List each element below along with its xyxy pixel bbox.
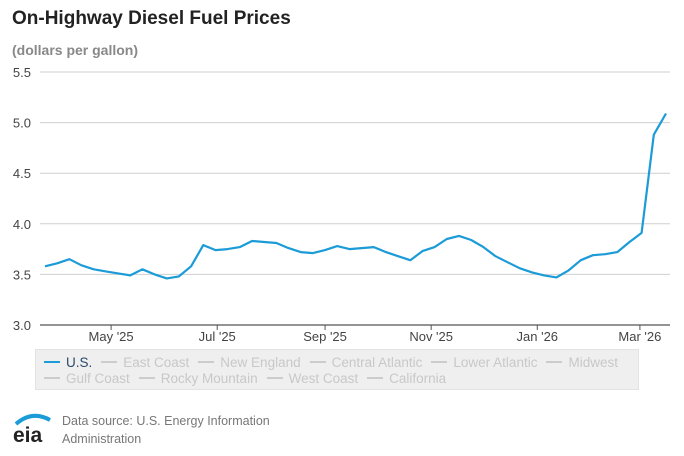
y-tick-label: 4.0 <box>13 217 31 232</box>
legend-item-gulf-coast[interactable]: Gulf Coast <box>44 370 130 386</box>
legend-label: Lower Atlantic <box>453 354 538 370</box>
line-chart: 3.0 3.5 4.0 4.5 5.0 5.5 May '25 Jul '25 Sep '25… <box>13 65 670 344</box>
legend-label: Gulf Coast <box>66 370 130 386</box>
y-tick-label: 3.5 <box>13 267 31 282</box>
legend-item-west-coast[interactable]: West Coast <box>266 370 359 386</box>
legend-item-new-england[interactable]: New England <box>198 354 301 370</box>
x-tick-label: Sep '25 <box>303 329 347 344</box>
data-source-text-continued: Administration <box>62 432 142 446</box>
legend-label: California <box>389 370 447 386</box>
legend-swatch <box>44 376 60 380</box>
legend-item-u-s[interactable]: U.S. <box>44 354 92 370</box>
legend-label: Rocky Mountain <box>160 370 258 386</box>
legend-label: New England <box>220 354 301 370</box>
legend-swatch <box>101 360 118 364</box>
x-tick-label: May '25 <box>89 329 134 344</box>
y-tick-label: 5.5 <box>13 65 31 80</box>
legend-swatch <box>198 360 215 364</box>
y-tick-label: 3.0 <box>13 318 31 333</box>
x-tick-label: Jul '25 <box>199 329 236 344</box>
legend-item-rocky-mountain[interactable]: Rocky Mountain <box>138 370 258 386</box>
data-source-text: Data source: U.S. Energy Information <box>62 414 270 428</box>
legend-swatch <box>309 360 326 364</box>
legend-swatch <box>367 376 384 380</box>
legend-item-midwest[interactable]: Midwest <box>546 354 618 370</box>
x-tick-label: Jan '26 <box>517 329 559 344</box>
legend-label: West Coast <box>288 370 359 386</box>
legend-item-california[interactable]: California <box>367 370 446 386</box>
legend-label: Midwest <box>568 354 618 370</box>
legend-item-central-atlantic[interactable]: Central Atlantic <box>309 354 423 370</box>
legend-swatch <box>431 360 448 364</box>
legend-item-lower-atlantic[interactable]: Lower Atlantic <box>431 354 537 370</box>
y-tick-label: 5.0 <box>13 116 31 131</box>
chart-subtitle: (dollars per gallon) <box>12 42 139 58</box>
chart-title: On-Highway Diesel Fuel Prices <box>12 8 291 29</box>
series-line-us <box>44 112 667 280</box>
legend-label: Central Atlantic <box>331 354 423 370</box>
legend-swatch <box>546 360 563 364</box>
legend: U.S. East Coast New England Central Atlanti… <box>35 349 639 390</box>
legend-label: U.S. <box>66 354 93 370</box>
svg-text:eia: eia <box>13 424 43 446</box>
legend-swatch <box>44 360 60 364</box>
x-tick-label: Mar '26 <box>618 329 661 344</box>
legend-label: East Coast <box>123 354 190 370</box>
x-tick-label: Nov '25 <box>409 329 453 344</box>
legend-swatch <box>266 376 283 380</box>
eia-logo: eia <box>13 413 51 446</box>
y-tick-label: 4.5 <box>13 166 31 181</box>
legend-item-east-coast[interactable]: East Coast <box>101 354 189 370</box>
legend-swatch <box>138 376 155 380</box>
